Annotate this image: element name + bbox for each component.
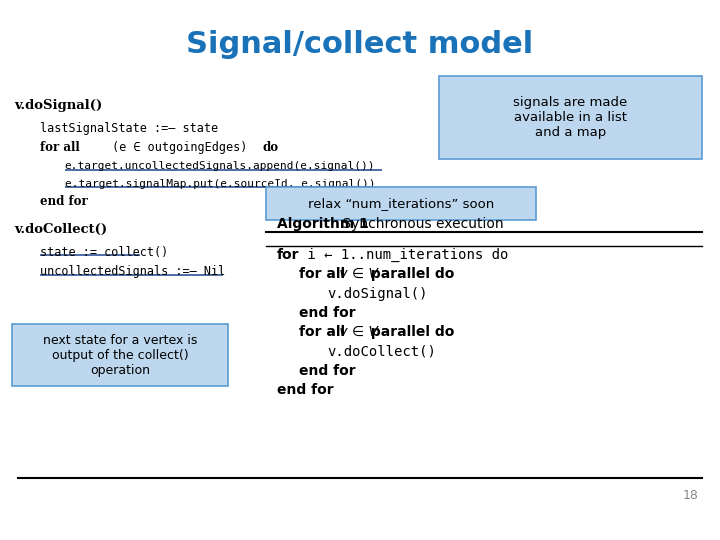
Text: state := collect(): state := collect() xyxy=(40,246,168,259)
Text: end for: end for xyxy=(299,364,356,378)
Text: v.doSignal(): v.doSignal() xyxy=(14,99,103,112)
Text: relax “num_iterations” soon: relax “num_iterations” soon xyxy=(308,197,495,210)
Text: next state for a vertex is
output of the collect()
operation: next state for a vertex is output of the… xyxy=(43,334,197,376)
Text: v ∈ V: v ∈ V xyxy=(335,267,378,281)
Text: signals are made
available in a list
and a map: signals are made available in a list and… xyxy=(513,96,628,139)
Text: v.doSignal(): v.doSignal() xyxy=(328,287,428,301)
Text: v.doCollect(): v.doCollect() xyxy=(328,345,436,359)
Text: Signal/collect model: Signal/collect model xyxy=(186,30,534,59)
Text: for all: for all xyxy=(299,325,345,339)
FancyBboxPatch shape xyxy=(266,187,536,220)
Text: end for: end for xyxy=(299,306,356,320)
Text: i ← 1..num_iterations do: i ← 1..num_iterations do xyxy=(299,248,508,262)
Text: (e ∈ outgoingEdges): (e ∈ outgoingEdges) xyxy=(112,141,247,154)
Text: v ∈ V: v ∈ V xyxy=(335,325,378,339)
Text: Synchronous execution: Synchronous execution xyxy=(338,217,504,231)
Text: do: do xyxy=(263,141,279,154)
Text: v.doCollect(): v.doCollect() xyxy=(14,223,107,236)
FancyBboxPatch shape xyxy=(439,76,702,159)
Text: parallel do: parallel do xyxy=(366,325,454,339)
FancyBboxPatch shape xyxy=(12,324,228,386)
Text: for all: for all xyxy=(40,141,79,154)
Text: 18: 18 xyxy=(683,489,698,502)
Text: uncollectedSignals :=– Nil: uncollectedSignals :=– Nil xyxy=(40,265,225,278)
Text: end for: end for xyxy=(40,195,87,208)
Text: parallel do: parallel do xyxy=(366,267,454,281)
Text: end for: end for xyxy=(277,383,334,397)
Text: e.target.uncollectedSignals.append(e.signal()): e.target.uncollectedSignals.append(e.sig… xyxy=(65,161,375,171)
Text: e.target.signalMap.put(e.sourceId, e.signal()): e.target.signalMap.put(e.sourceId, e.sig… xyxy=(65,179,375,188)
Text: for: for xyxy=(277,248,300,262)
Text: Algorithm 1: Algorithm 1 xyxy=(277,217,369,231)
Text: lastSignalState :=– state: lastSignalState :=– state xyxy=(40,122,217,135)
Text: for all: for all xyxy=(299,267,345,281)
